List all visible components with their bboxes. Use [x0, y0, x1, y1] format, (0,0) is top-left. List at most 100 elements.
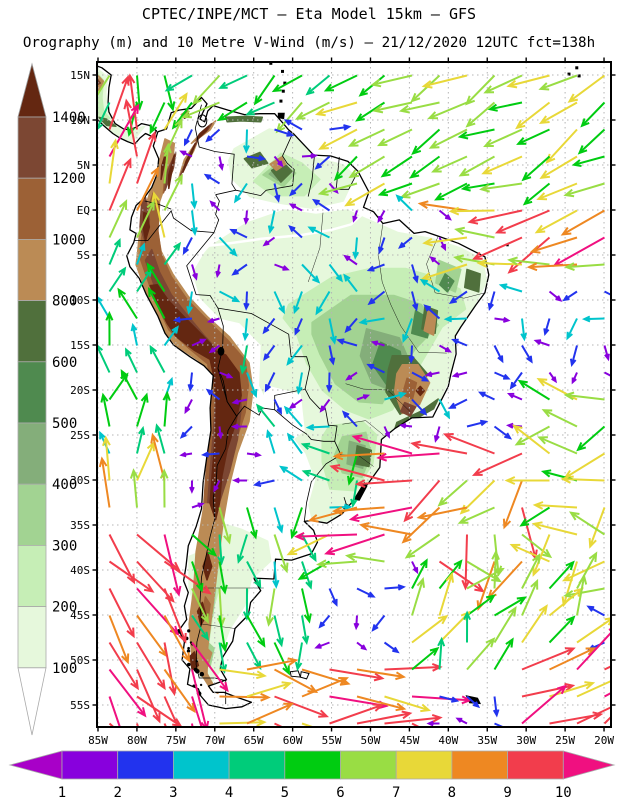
lon-tick-label: 40W: [438, 734, 458, 747]
wind-arrow: [305, 423, 330, 431]
wind-arrow: [328, 318, 337, 345]
fjord-islet: [192, 684, 196, 688]
wind-arrow: [534, 209, 578, 234]
wind-arrow: [296, 372, 303, 395]
wind-arrow: [273, 291, 285, 315]
wind-arrow: [293, 291, 303, 315]
wind-arrow: [411, 264, 419, 284]
wind-arrow: [502, 480, 523, 530]
wind-arrow: [487, 291, 496, 311]
orography-scale-label: 400: [52, 477, 77, 493]
wind-arrow: [569, 345, 578, 367]
wind-arrow: [581, 315, 605, 323]
wind-arrow: [163, 75, 176, 112]
wind-arrow: [305, 74, 331, 96]
wind-arrow: [246, 681, 293, 698]
wind-arrow: [521, 604, 548, 644]
wind-arrow: [246, 615, 266, 648]
wind-arrow: [561, 560, 605, 582]
wind-arrow: [179, 451, 193, 458]
wind-arrow: [402, 318, 413, 344]
orography-patch: [209, 349, 242, 521]
wind-arrow: [286, 533, 330, 556]
wind-arrow: [191, 588, 209, 624]
wind-arrow: [352, 210, 358, 223]
wind-arrow: [273, 399, 282, 416]
wind-arrow: [460, 182, 495, 192]
wind-arrow: [479, 182, 523, 193]
wind-arrow: [243, 291, 250, 311]
wind-arrow: [454, 226, 495, 239]
wind-arrow: [300, 442, 330, 455]
lon-tick-label: 20W: [594, 734, 614, 747]
wind-arrow: [438, 237, 447, 252]
wind-arrow: [184, 399, 193, 415]
orography-patch: [224, 115, 264, 123]
wind-arrow: [457, 506, 495, 524]
state-border: [342, 420, 385, 437]
lat-tick-label: 5S: [77, 249, 90, 262]
fjord-islet: [187, 646, 190, 650]
fjord-islet: [187, 629, 191, 633]
wind-arrow: [105, 310, 114, 346]
wind-arrow: [182, 237, 193, 255]
wind-arrow: [401, 506, 441, 544]
wind-arrow: [288, 224, 303, 239]
wind-arrow: [125, 347, 138, 373]
wind-arrow: [471, 452, 523, 476]
wind-arrow: [384, 391, 407, 401]
falkland-east-island: [299, 671, 310, 680]
wind-arrow: [262, 317, 276, 335]
wind-arrow: [206, 317, 220, 324]
wind-arrow: [246, 561, 262, 589]
wind-colorbar: 1 2 3 4 5 6 7 8 9 10: [8, 750, 616, 800]
wind-arrow: [491, 549, 500, 589]
orography-colorbar-segment: [17, 300, 47, 363]
wind-arrow: [539, 155, 578, 179]
orography-scale-label: 100: [52, 661, 77, 677]
wind-arrow: [218, 615, 229, 653]
wind-arrow: [467, 209, 523, 225]
wind-arrow: [576, 676, 611, 698]
wind-arrow: [242, 588, 251, 621]
wind-arrow: [521, 155, 551, 182]
wind-arrow: [493, 345, 504, 364]
wind-arrow: [243, 210, 250, 226]
orography-scale-label: 1000: [52, 232, 86, 248]
wind-arrow: [108, 534, 136, 585]
wind-arrow: [548, 615, 576, 644]
wind-arrow: [433, 426, 441, 443]
map-axes: 15N 10N 5N EQ 5S 10S 15S 20S 25S 30S 35S 40S 45S 50S 5…: [70, 57, 616, 747]
wind-arrow: [332, 451, 385, 461]
wind-arrow: [457, 128, 495, 140]
wind-arrow: [421, 74, 468, 89]
wind-arrow: [380, 155, 413, 178]
wind-arrow: [331, 506, 385, 515]
wind-arrow: [314, 641, 330, 649]
wind-arrow: [117, 287, 138, 320]
wind-arrow: [301, 263, 321, 284]
wind-arrow: [348, 155, 386, 179]
wind-arrow: [563, 391, 605, 401]
wind-arrow: [492, 696, 500, 718]
wind-arrow: [253, 74, 276, 106]
wind-arrow: [429, 256, 441, 266]
wind-colorbar-arrow-right: [562, 750, 616, 780]
wind-arrow: [315, 290, 331, 316]
wind-arrow: [427, 101, 468, 120]
south-america-coastline: [126, 96, 490, 710]
wind-arrow: [343, 273, 358, 293]
wind-arrow: [231, 398, 248, 405]
wind-arrow: [108, 138, 119, 184]
wind-arrow: [163, 588, 187, 644]
wind-arrow: [191, 614, 209, 641]
wind-arrow: [533, 339, 550, 347]
wind-colorbar-segment: [61, 750, 119, 780]
wind-arrow: [504, 476, 550, 485]
state-border: [201, 623, 236, 629]
wind-arrow: [217, 534, 225, 566]
trinidad-island: [277, 112, 285, 120]
wind-arrow: [417, 200, 468, 212]
wind-arrow: [218, 156, 225, 171]
wind-arrow: [288, 398, 303, 410]
